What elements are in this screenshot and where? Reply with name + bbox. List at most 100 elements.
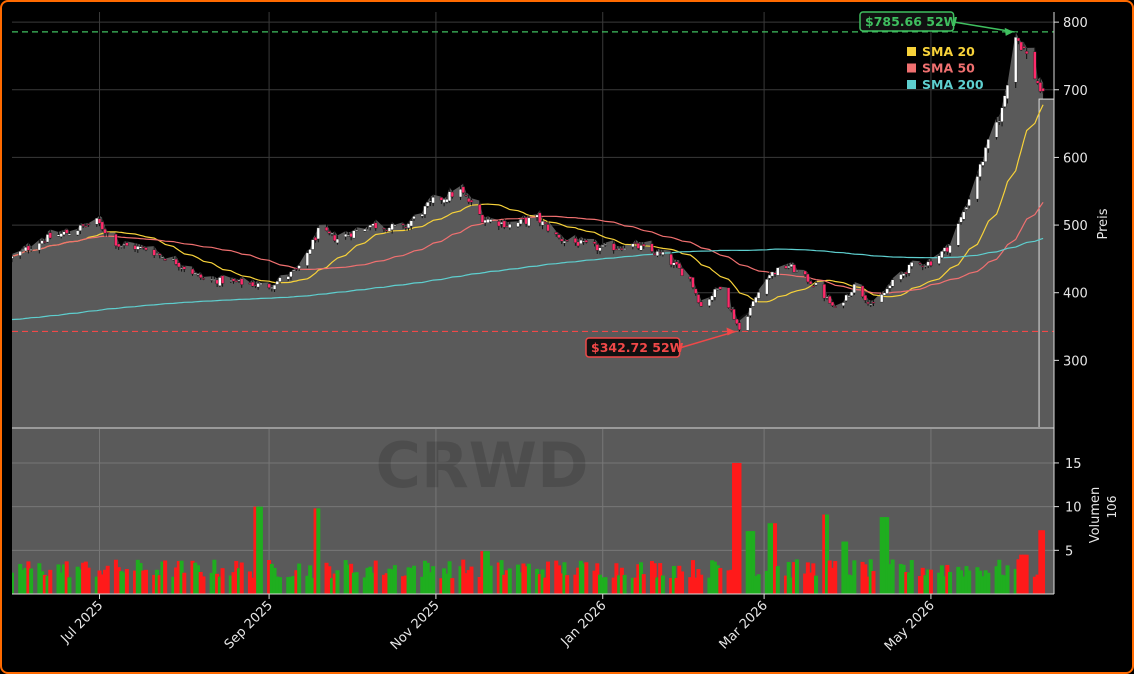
- volume-bar: [658, 563, 663, 594]
- volume-bar: [37, 563, 42, 594]
- volume-bar: [1019, 554, 1024, 594]
- volume-bar: [576, 567, 581, 594]
- volume-bar: [332, 573, 337, 594]
- volume-bar: [42, 574, 47, 594]
- candle-body: [100, 221, 104, 230]
- volume-bar: [890, 559, 895, 594]
- candle-body: [792, 264, 796, 273]
- legend-label: SMA 200: [922, 77, 984, 92]
- candle-body: [620, 248, 624, 250]
- volume-bar: [152, 574, 157, 594]
- price-tick-label: 400: [1063, 287, 1088, 302]
- volume-bar: [879, 517, 884, 594]
- low-52w-arrow: [679, 330, 736, 349]
- candle-body: [163, 258, 167, 261]
- candle-body: [516, 222, 520, 227]
- candle-body: [735, 318, 739, 325]
- volume-bar: [756, 574, 761, 594]
- volume-bar: [948, 571, 953, 594]
- volume-bar: [354, 572, 359, 594]
- volume-bar: [866, 576, 871, 594]
- candle-body: [21, 249, 25, 251]
- candle-body: [562, 241, 567, 244]
- candle-body: [480, 214, 485, 223]
- volume-bar: [105, 565, 110, 594]
- high-52w-label: $785.66 52W: [865, 14, 958, 29]
- volume-bar: [124, 569, 129, 594]
- candle-body: [40, 240, 44, 244]
- volume-bar: [102, 569, 107, 594]
- volume-bar: [641, 574, 646, 594]
- volume-bar: [346, 564, 351, 594]
- volume-bar: [753, 575, 758, 594]
- candle-body: [333, 234, 337, 241]
- volume-bar: [920, 567, 925, 594]
- candle-body: [179, 267, 184, 269]
- candle-body: [959, 216, 963, 223]
- volume-bar: [61, 564, 66, 594]
- volume-bar: [521, 563, 526, 594]
- volume-bar: [712, 561, 717, 594]
- candle-body: [814, 282, 818, 286]
- candle-body: [680, 268, 684, 276]
- candle-body: [346, 234, 350, 237]
- volume-bar: [425, 562, 430, 594]
- candle-body: [297, 265, 301, 269]
- volume-bar: [860, 561, 865, 594]
- candle-body: [464, 194, 468, 197]
- volume-bar: [247, 571, 252, 594]
- candle-body: [787, 266, 791, 269]
- candle-body: [866, 301, 870, 304]
- volume-bar: [619, 567, 624, 594]
- candle-body: [1005, 84, 1010, 99]
- volume-bar: [343, 560, 348, 594]
- volume-bar: [600, 577, 605, 594]
- candle-body: [573, 238, 577, 243]
- candle-body: [469, 200, 474, 203]
- candle-body: [292, 269, 296, 272]
- volume-bar: [868, 559, 873, 594]
- volume-bar: [174, 567, 179, 594]
- candle-body: [746, 316, 750, 331]
- volume-bar: [133, 570, 138, 594]
- volume-bar: [45, 575, 50, 594]
- candle-body: [103, 228, 107, 234]
- volume-bar: [751, 531, 756, 594]
- volume-bar: [428, 572, 433, 594]
- candle-body: [158, 253, 162, 256]
- volume-bar: [422, 560, 427, 594]
- volume-bar: [171, 576, 176, 594]
- price-tick-label: 500: [1063, 219, 1088, 234]
- candle-body: [617, 248, 621, 250]
- volume-bar: [420, 576, 425, 594]
- volume-bar: [515, 564, 520, 594]
- candle-body: [844, 294, 848, 302]
- volume-bar: [526, 563, 531, 594]
- volume-bar: [29, 568, 34, 594]
- volume-bar: [907, 572, 912, 594]
- candle-body: [956, 223, 960, 246]
- volume-bar: [83, 561, 88, 594]
- candle-body: [95, 218, 99, 225]
- volume-bar: [945, 564, 950, 594]
- candle-body: [275, 281, 279, 285]
- candle-body: [830, 301, 835, 306]
- candle-body: [554, 232, 558, 235]
- sma-20-line: [12, 104, 1044, 303]
- volume-axis-label: Volumen: [1088, 487, 1103, 544]
- volume-bar: [639, 562, 644, 594]
- volume-bar: [1016, 559, 1021, 594]
- candle-body: [519, 219, 523, 225]
- volume-bar: [822, 514, 827, 594]
- candle-body: [716, 288, 720, 290]
- candle-body: [240, 278, 244, 285]
- candle-body: [48, 232, 52, 239]
- volume-bar: [291, 575, 296, 594]
- candle-body: [401, 223, 405, 226]
- volume-bar: [578, 560, 583, 594]
- volume-bar: [483, 551, 488, 594]
- volume-bar: [546, 561, 551, 594]
- candle-body: [278, 277, 282, 282]
- volume-bar: [272, 567, 277, 594]
- volume-bar: [565, 575, 570, 594]
